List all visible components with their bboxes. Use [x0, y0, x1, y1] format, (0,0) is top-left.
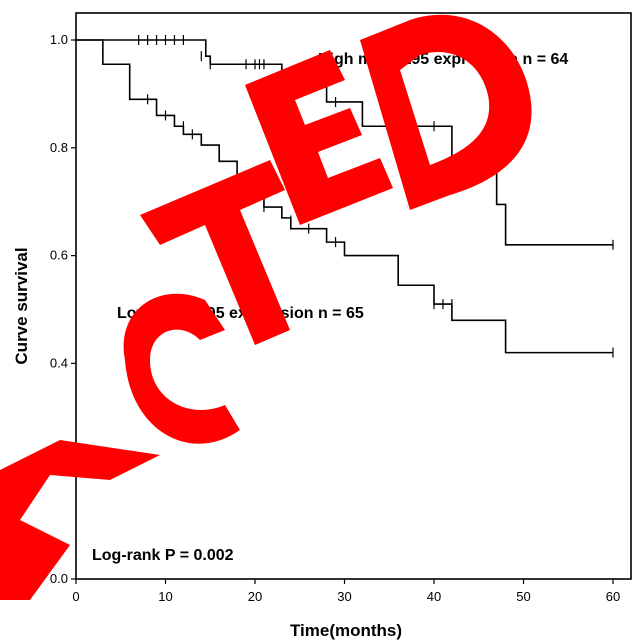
- x-tick-label: 30: [337, 589, 351, 604]
- x-tick-label: 10: [158, 589, 172, 604]
- y-axis-title: Curve survival: [12, 247, 31, 364]
- y-tick-label: 0.4: [50, 355, 68, 370]
- x-axis-title: Time(months): [290, 621, 402, 640]
- y-tick-label: 0.6: [50, 248, 68, 263]
- y-tick-label: 1.0: [50, 32, 68, 47]
- series-label-high: High miR-3195 expression n = 64: [318, 51, 568, 68]
- x-tick-label: 40: [427, 589, 441, 604]
- redacted-watermark: [0, 14, 532, 600]
- plot-frame: [75, 12, 632, 580]
- series-line-high: [76, 39, 613, 246]
- log-rank-annotation: Log-rank P = 0.002: [92, 547, 234, 564]
- x-tick-label: 60: [606, 589, 620, 604]
- x-tick-label: 20: [248, 589, 262, 604]
- y-tick-label: 0.8: [50, 140, 68, 155]
- y-tick-label: 0.0: [50, 571, 68, 586]
- x-tick-label: 50: [516, 589, 530, 604]
- x-tick-label: 0: [72, 589, 79, 604]
